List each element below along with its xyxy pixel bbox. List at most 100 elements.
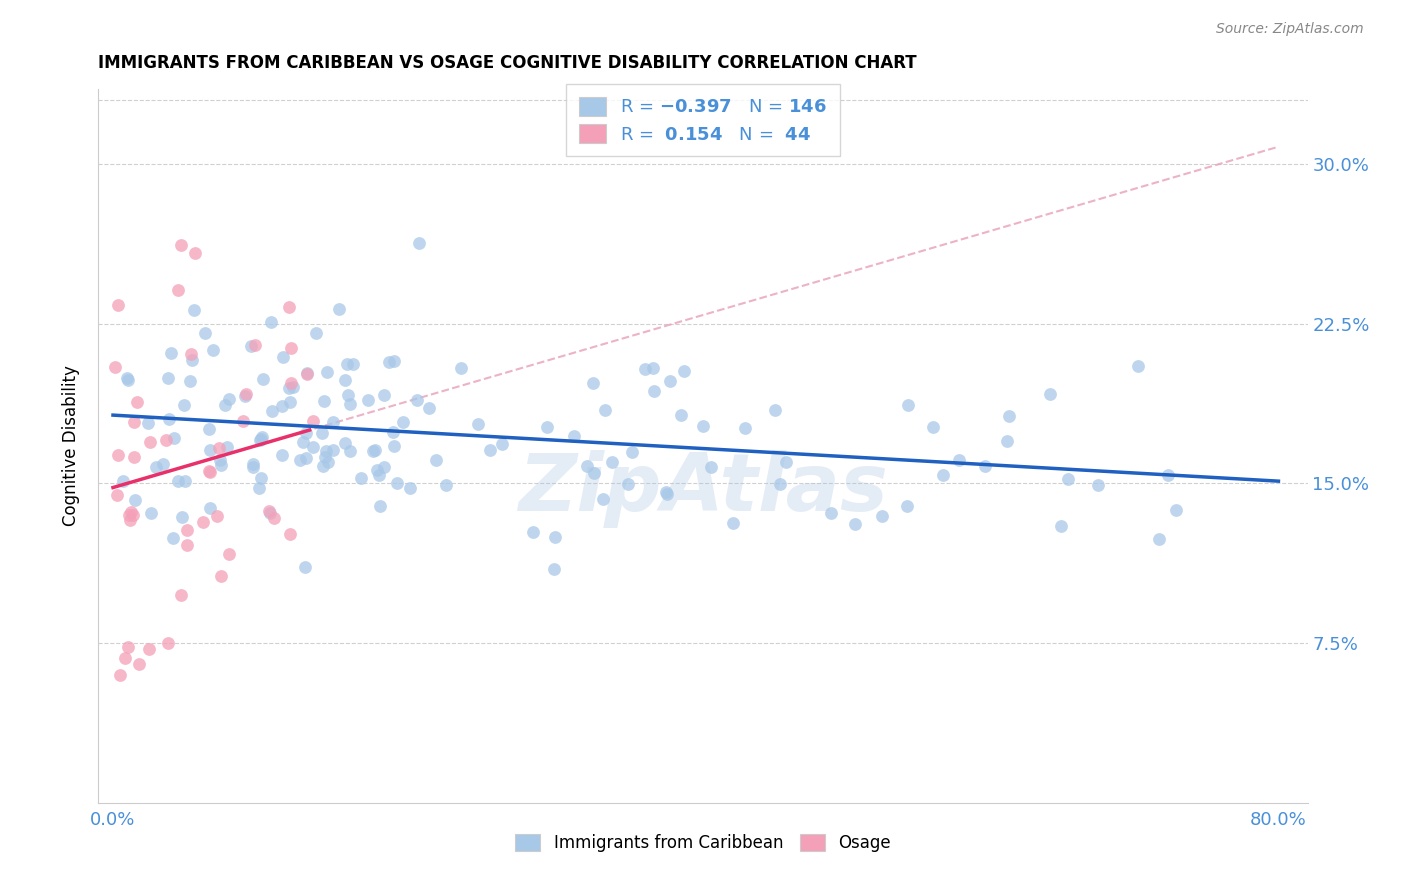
- Point: [122, 508, 145, 522]
- Point: [373, 459, 395, 474]
- Point: [301, 440, 323, 454]
- Point: [357, 392, 380, 407]
- Point: [249, 433, 271, 447]
- Text: IMMIGRANTS FROM CARIBBEAN VS OSAGE COGNITIVE DISABILITY CORRELATION CHART: IMMIGRANTS FROM CARIBBEAN VS OSAGE COGNI…: [98, 54, 917, 72]
- Point: [1147, 532, 1170, 546]
- Point: [280, 342, 302, 356]
- Point: [368, 499, 391, 513]
- Point: [820, 507, 842, 521]
- Point: [769, 476, 792, 491]
- Point: [172, 510, 194, 524]
- Point: [391, 415, 413, 429]
- Point: [998, 409, 1021, 423]
- Point: [152, 457, 174, 471]
- Point: [592, 492, 614, 507]
- Point: [408, 235, 430, 250]
- Point: [350, 471, 373, 485]
- Point: [105, 488, 128, 502]
- Point: [278, 381, 301, 395]
- Point: [198, 465, 221, 479]
- Point: [479, 443, 502, 458]
- Point: [1128, 359, 1150, 373]
- Point: [312, 458, 335, 473]
- Point: [207, 508, 229, 523]
- Point: [110, 668, 132, 682]
- Point: [948, 452, 970, 467]
- Point: [247, 481, 270, 495]
- Point: [333, 435, 356, 450]
- Point: [425, 452, 447, 467]
- Point: [193, 515, 215, 529]
- Point: [450, 360, 472, 375]
- Point: [117, 370, 139, 384]
- Point: [536, 420, 558, 434]
- Point: [180, 347, 202, 361]
- Point: [198, 464, 221, 478]
- Point: [198, 443, 221, 458]
- Point: [118, 508, 141, 522]
- Point: [232, 414, 254, 428]
- Point: [179, 374, 201, 388]
- Point: [322, 415, 344, 429]
- Point: [260, 403, 283, 417]
- Point: [242, 458, 264, 472]
- Point: [339, 443, 361, 458]
- Point: [111, 474, 134, 488]
- Point: [217, 440, 239, 454]
- Point: [304, 326, 326, 340]
- Point: [209, 453, 232, 467]
- Point: [655, 484, 678, 499]
- Point: [314, 450, 336, 465]
- Point: [127, 394, 149, 409]
- Point: [218, 392, 240, 406]
- Point: [339, 397, 361, 411]
- Point: [1157, 467, 1180, 482]
- Point: [342, 357, 364, 371]
- Point: [277, 301, 299, 315]
- Point: [844, 517, 866, 532]
- Point: [243, 338, 266, 352]
- Point: [294, 559, 316, 574]
- Point: [139, 506, 162, 520]
- Point: [562, 429, 585, 443]
- Point: [128, 657, 150, 672]
- Point: [600, 455, 623, 469]
- Point: [405, 393, 427, 408]
- Point: [107, 297, 129, 311]
- Point: [183, 302, 205, 317]
- Point: [378, 354, 401, 368]
- Point: [122, 415, 145, 429]
- Point: [382, 425, 405, 439]
- Point: [104, 359, 127, 374]
- Point: [201, 343, 224, 358]
- Point: [295, 367, 318, 381]
- Point: [242, 459, 264, 474]
- Point: [1164, 502, 1187, 516]
- Point: [399, 481, 422, 495]
- Point: [582, 376, 605, 391]
- Point: [263, 511, 285, 525]
- Point: [634, 362, 657, 376]
- Point: [250, 471, 273, 485]
- Point: [335, 373, 357, 387]
- Point: [491, 437, 513, 451]
- Point: [173, 475, 195, 489]
- Point: [366, 463, 388, 477]
- Point: [655, 487, 678, 501]
- Legend: Immigrants from Caribbean, Osage: Immigrants from Caribbean, Osage: [509, 827, 897, 859]
- Point: [543, 562, 565, 576]
- Point: [278, 395, 301, 409]
- Point: [896, 500, 918, 514]
- Point: [763, 402, 786, 417]
- Point: [593, 402, 616, 417]
- Point: [250, 432, 273, 446]
- Point: [621, 444, 644, 458]
- Point: [162, 431, 184, 445]
- Point: [316, 365, 339, 379]
- Point: [117, 373, 139, 387]
- Point: [271, 350, 294, 364]
- Text: Source: ZipAtlas.com: Source: ZipAtlas.com: [1216, 22, 1364, 37]
- Point: [775, 454, 797, 468]
- Point: [721, 516, 744, 530]
- Point: [209, 569, 232, 583]
